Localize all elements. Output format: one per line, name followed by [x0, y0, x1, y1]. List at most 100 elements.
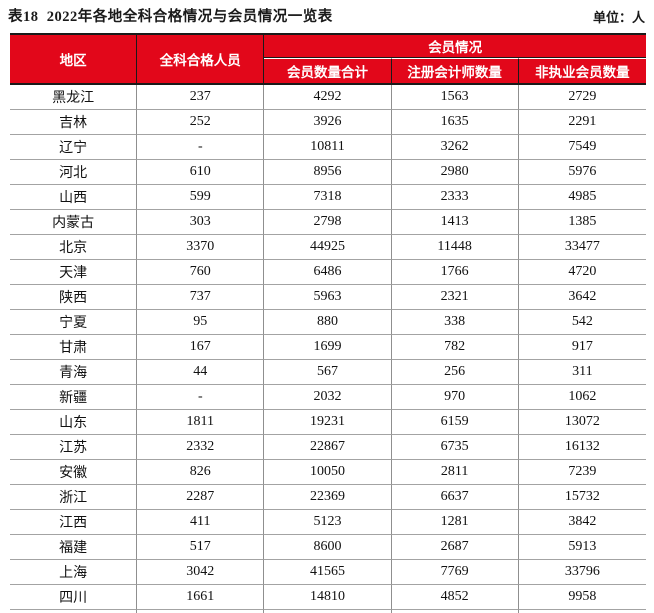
- member-total-cell: 880: [264, 310, 392, 335]
- table-row: 福建 517 8600 2687 5913: [10, 535, 646, 560]
- qualified-cell: 517: [137, 535, 265, 560]
- member-total-cell: 8600: [264, 535, 392, 560]
- table-row: 山东 1811 19231 6159 13072: [10, 410, 646, 435]
- member-total-cell: 567: [264, 360, 392, 385]
- table-row: 江西 411 5123 1281 3842: [10, 510, 646, 535]
- qualified-cell: 303: [137, 210, 265, 235]
- member-total-cell: 5123: [264, 510, 392, 535]
- cpa-count-cell: 1281: [391, 510, 519, 535]
- cpa-count-cell: 2811: [391, 460, 519, 485]
- cpa-count-cell: 2321: [391, 285, 519, 310]
- qualified-cell: 95: [137, 310, 265, 335]
- table-row: 内蒙古 303 2798 1413 1385: [10, 210, 646, 235]
- member-total-cell: 2798: [264, 210, 392, 235]
- region-cell: 天津: [10, 260, 138, 285]
- col-header-qualified: 全科合格人员: [137, 33, 265, 85]
- empty-cell: [10, 610, 138, 613]
- non-practicing-cell: 3642: [518, 285, 646, 310]
- qualified-cell: 1811: [137, 410, 265, 435]
- region-cell: 甘肃: [10, 335, 138, 360]
- table-row: 新疆 -2032 970 1062: [10, 385, 646, 410]
- table-row: 山西 599 7318 2333 4985: [10, 185, 646, 210]
- table-row-partial: [10, 610, 646, 613]
- table-row: 黑龙江 237 4292 1563 2729: [10, 85, 646, 110]
- member-total-cell: 22867: [264, 435, 392, 460]
- region-cell: 辽宁: [10, 135, 138, 160]
- cpa-count-cell: 1766: [391, 260, 519, 285]
- member-total-cell: 10811: [264, 135, 392, 160]
- table-row: 吉林 252 3926 1635 2291: [10, 110, 646, 135]
- qualified-cell: 610: [137, 160, 265, 185]
- non-practicing-cell: 16132: [518, 435, 646, 460]
- region-cell: 福建: [10, 535, 138, 560]
- region-cell: 陕西: [10, 285, 138, 310]
- qualified-cell: 3370: [137, 235, 265, 260]
- cpa-count-cell: 1635: [391, 110, 519, 135]
- col-header-member-group: 会员情况: [264, 33, 646, 58]
- col-header-region: 地区: [10, 33, 138, 85]
- region-cell: 新疆: [10, 385, 138, 410]
- table-row: 北京 3370 44925 11448 33477: [10, 235, 646, 260]
- col-header-non-practicing: 非执业会员数量: [518, 58, 646, 85]
- header-row-top: 地区 全科合格人员 会员情况: [10, 33, 646, 85]
- cpa-count-cell: 2333: [391, 185, 519, 210]
- qualified-cell: 167: [137, 335, 265, 360]
- cpa-count-cell: 1413: [391, 210, 519, 235]
- region-cell: 江西: [10, 510, 138, 535]
- region-cell: 吉林: [10, 110, 138, 135]
- non-practicing-cell: 5913: [518, 535, 646, 560]
- region-cell: 黑龙江: [10, 85, 138, 110]
- member-total-cell: 44925: [264, 235, 392, 260]
- region-cell: 北京: [10, 235, 138, 260]
- qualified-cell: 411: [137, 510, 265, 535]
- cpa-count-cell: 256: [391, 360, 519, 385]
- table-row: 陕西 737 5963 2321 3642: [10, 285, 646, 310]
- qualified-cell: 826: [137, 460, 265, 485]
- empty-cell: [137, 610, 265, 613]
- unit-label: 单位：人: [592, 10, 645, 25]
- member-total-cell: 2032: [264, 385, 392, 410]
- non-practicing-cell: 33796: [518, 560, 646, 585]
- cpa-count-cell: 7769: [391, 560, 519, 585]
- cpa-count-cell: 970: [391, 385, 519, 410]
- non-practicing-cell: 4720: [518, 260, 646, 285]
- non-practicing-cell: 2729: [518, 85, 646, 110]
- qualified-cell: 237: [137, 85, 265, 110]
- non-practicing-cell: 542: [518, 310, 646, 335]
- col-header-cpa-count: 注册会计师数量: [391, 58, 519, 85]
- qualified-cell: 2287: [137, 485, 265, 510]
- non-practicing-cell: 15732: [518, 485, 646, 510]
- cpa-count-cell: 2687: [391, 535, 519, 560]
- table-row: 甘肃 167 1699 782 917: [10, 335, 646, 360]
- qualified-cell: 2332: [137, 435, 265, 460]
- table-title: 表18 2022年各地全科合格情况与会员情况一览表: [8, 9, 333, 25]
- table-row: 青海 44 567 256 311: [10, 360, 646, 385]
- cpa-count-cell: 6637: [391, 485, 519, 510]
- table-row: 江苏 2332 22867 6735 16132: [10, 435, 646, 460]
- qualified-cell: 3042: [137, 560, 265, 585]
- non-practicing-cell: 311: [518, 360, 646, 385]
- member-total-cell: 22369: [264, 485, 392, 510]
- header-row-sub: 会员数量合计 注册会计师数量 非执业会员数量: [10, 58, 646, 85]
- member-total-cell: 7318: [264, 185, 392, 210]
- member-total-cell: 8956: [264, 160, 392, 185]
- member-total-cell: 14810: [264, 585, 392, 610]
- non-practicing-cell: 5976: [518, 160, 646, 185]
- non-practicing-cell: 4985: [518, 185, 646, 210]
- title-bar: 表18 2022年各地全科合格情况与会员情况一览表 单位：人: [0, 0, 654, 33]
- region-cell: 江苏: [10, 435, 138, 460]
- non-practicing-cell: 1385: [518, 210, 646, 235]
- cpa-count-cell: 1563: [391, 85, 519, 110]
- non-practicing-cell: 13072: [518, 410, 646, 435]
- data-table: 地区 全科合格人员 会员情况 会员数量合计 注册会计师数量 非执业会员数量 黑龙…: [10, 33, 646, 613]
- region-cell: 山东: [10, 410, 138, 435]
- member-total-cell: 4292: [264, 85, 392, 110]
- region-cell: 四川: [10, 585, 138, 610]
- qualified-cell: -: [137, 385, 265, 410]
- region-cell: 青海: [10, 360, 138, 385]
- cpa-count-cell: 4852: [391, 585, 519, 610]
- cpa-count-cell: 6159: [391, 410, 519, 435]
- table-row: 河北 610 8956 2980 5976: [10, 160, 646, 185]
- member-total-cell: 19231: [264, 410, 392, 435]
